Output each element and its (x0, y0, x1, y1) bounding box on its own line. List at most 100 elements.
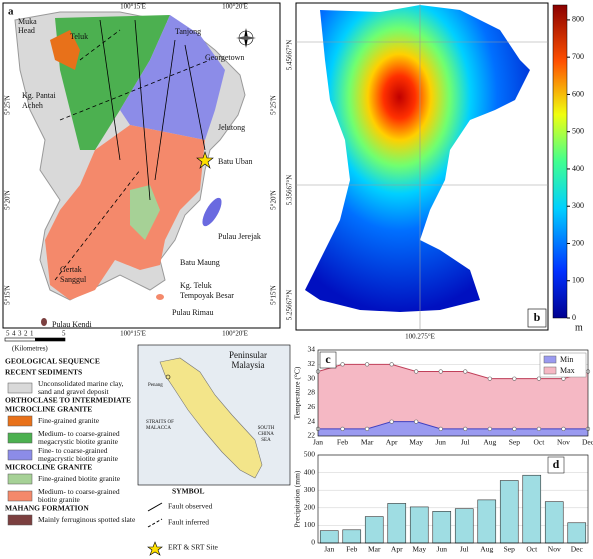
colorbar-unit: m (575, 322, 583, 333)
legend-line: megacrystic biotite granite (38, 454, 119, 463)
scale-bar (4, 337, 66, 342)
point (512, 426, 517, 431)
point (414, 369, 419, 374)
scale-label: 1 (30, 330, 34, 338)
point (536, 376, 542, 381)
x-tick-label: Jan (313, 438, 323, 447)
y-axis-label: Temperature (°C) (293, 366, 302, 419)
legend-swatch (7, 382, 33, 394)
star (147, 541, 163, 556)
bar (409, 506, 429, 544)
lon-label: 100°15'E (120, 3, 146, 11)
y-tick-label: 500 (304, 450, 316, 459)
y-tick-label: 26 (308, 402, 316, 411)
legend-swatch (7, 432, 33, 444)
x-tick-label: May (409, 438, 423, 447)
point (487, 376, 492, 381)
point (414, 419, 419, 424)
x-tick-label: Sep (504, 545, 516, 554)
legend-line: megacrystic biotite granite (38, 437, 119, 446)
x-tick-label: Oct (526, 545, 538, 554)
legend-line: Unconsolidated marine clay, (38, 379, 124, 388)
colorbar-tick-label: 600 (572, 89, 584, 98)
lat-label: 5°25'N (4, 95, 12, 115)
point (389, 362, 394, 367)
place: Tanjong (175, 27, 201, 36)
legend-item: Medium- to coarse-grained biotite granite (38, 487, 120, 504)
pulau-jerejak (202, 197, 222, 227)
lat-label: 5°20'N (270, 190, 278, 210)
inset-label: SOUTH CHINA SEA (258, 426, 275, 443)
point (463, 426, 468, 431)
y-axis-label: Precipitation (mm) (293, 470, 302, 527)
legend-item: Fine- to coarse-grained megacrystic bioti… (38, 446, 119, 463)
area-fill (318, 364, 588, 436)
colorbar-tick-label: 700 (572, 52, 584, 61)
lon-label: 100°20'E (222, 330, 248, 338)
x-tick-label: Jun (436, 438, 447, 447)
y-tick-label: 24 (308, 416, 316, 425)
place: Kg. Teluk (180, 281, 212, 290)
penang-marker (165, 374, 171, 380)
point (512, 376, 517, 381)
y-tick-label: 100 (304, 520, 316, 529)
legend-line: biotite granite (38, 495, 81, 504)
legend-line: sand and gravel deposit (38, 387, 110, 396)
panel-label-box (527, 308, 547, 328)
legend-swatch (7, 473, 33, 485)
north-arrow (236, 28, 256, 48)
x-tick-label: Feb (346, 545, 358, 554)
place: Batu Maung (180, 258, 220, 267)
bar (342, 529, 362, 544)
colorbar-tick-label: 100 (572, 276, 584, 285)
area-fill (318, 421, 588, 436)
x-tick-label: Apr (386, 438, 398, 447)
scale-label: 3 (18, 330, 22, 338)
lat-label: 5°15'N (4, 285, 12, 305)
unit-light-green (130, 185, 160, 240)
y-tick-label: 30 (308, 373, 316, 382)
place: Muka (18, 17, 37, 26)
scale-unit: (Kilometres) (12, 345, 48, 353)
y-tick-label: 28 (308, 388, 316, 397)
bar (432, 511, 452, 544)
legend-line: Fine-grained granite (38, 416, 100, 425)
legend-line: Fine- to coarse-grained (38, 446, 108, 455)
x-tick-label: Nov (557, 438, 570, 447)
unit-purple (120, 15, 225, 140)
scale-label: 5 (6, 330, 10, 338)
place: Sanggul (60, 275, 87, 284)
y-tick-label: 200 (304, 503, 316, 512)
x-tick-label: Sep (509, 438, 521, 447)
charts: 22 24 26 28 30 32 34 Jan Feb Mar Apr May Jun Jul Aug Se… (293, 345, 593, 554)
point (536, 426, 542, 431)
legend-label: Min (560, 355, 573, 364)
colorbar-tick-label: 800 (572, 15, 584, 24)
point (561, 426, 566, 431)
point (438, 369, 443, 374)
place: Pulau Rimau (172, 308, 214, 317)
lon-label: 100°20'E (222, 3, 248, 11)
x-tick-label: Feb (337, 438, 349, 447)
panel-label: c (325, 352, 331, 366)
ert-site (196, 151, 214, 169)
legend-swatch (7, 449, 33, 461)
fault-observed (147, 502, 163, 512)
x-tick-label: Dec (571, 545, 584, 554)
legend: GEOLOGICAL SEQUENCE RECENT SEDIMENTS Uncon… (5, 357, 219, 556)
lon-label: 100.275°E (405, 333, 435, 341)
panel-label-box (547, 456, 565, 474)
colorbar-tick-label: 500 (572, 127, 584, 136)
panel-label: a (8, 6, 14, 18)
bar (477, 499, 497, 544)
place: Teluk (70, 32, 88, 41)
scale-label: 4 (12, 330, 16, 338)
x-tick-label: Dec (582, 438, 593, 447)
colorbar-tick-label: 300 (572, 201, 584, 210)
legend-item: Unconsolidated marine clay, sand and grav… (38, 379, 124, 396)
lat-label: 5°20'N (4, 190, 12, 210)
x-tick-label: Apr (391, 545, 403, 554)
point (340, 426, 345, 431)
lat-label: 5.45667°N (286, 40, 294, 71)
y-tick-label: 34 (308, 345, 316, 354)
